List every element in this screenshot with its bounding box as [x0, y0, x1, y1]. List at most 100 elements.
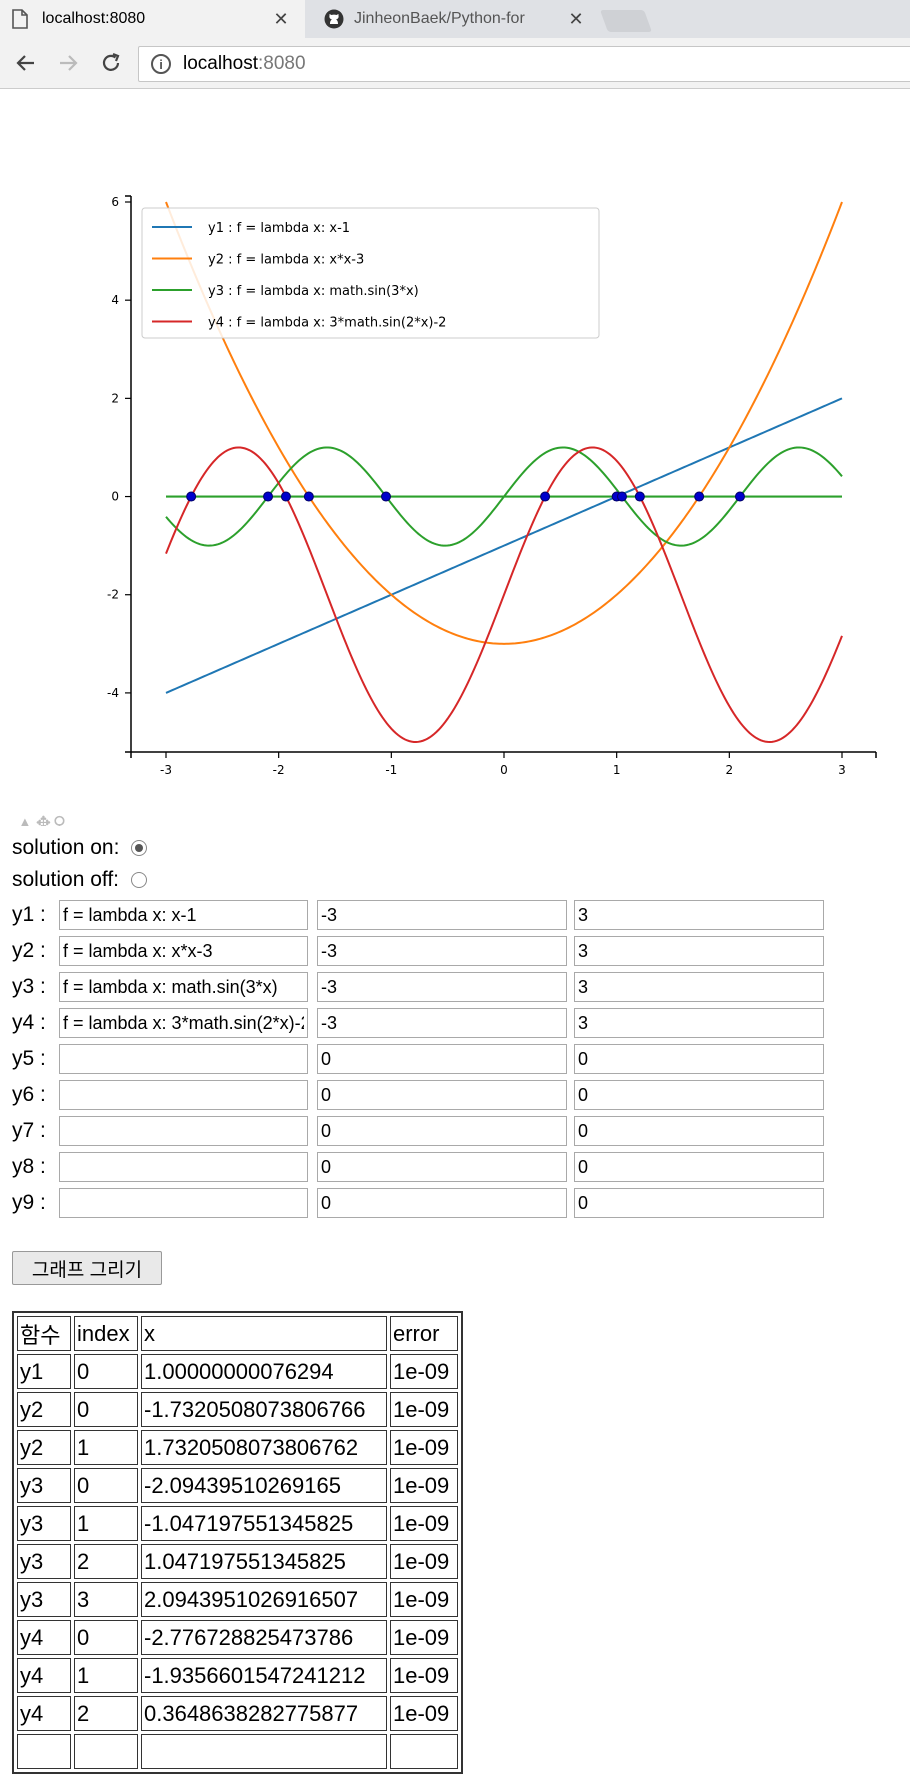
table-cell: -2.09439510269165 [141, 1468, 387, 1503]
address-port: :8080 [258, 53, 306, 74]
function-expression-input[interactable] [59, 972, 308, 1002]
table-cell: 1 [74, 1506, 138, 1541]
function-expression-input[interactable] [59, 1116, 308, 1146]
close-icon[interactable]: ✕ [568, 8, 584, 29]
range-min-input[interactable] [317, 1152, 567, 1182]
range-min-input[interactable] [317, 1008, 567, 1038]
forward-icon[interactable] [54, 48, 84, 78]
github-icon [324, 9, 346, 29]
table-cell: y3 [17, 1468, 71, 1503]
function-expression-input[interactable] [59, 1188, 308, 1218]
legend-box [141, 207, 600, 339]
function-row: y7 : [12, 1115, 824, 1147]
table-cell: 2 [74, 1696, 138, 1731]
range-min-input[interactable] [317, 900, 567, 930]
range-min-input[interactable] [317, 1188, 567, 1218]
back-icon[interactable] [10, 48, 40, 78]
function-label: y5 : [12, 1047, 46, 1070]
table-cell: -2.776728825473786 [141, 1620, 387, 1655]
range-max-input[interactable] [574, 936, 824, 966]
column-header: error [390, 1316, 458, 1351]
range-max-input[interactable] [574, 1044, 824, 1074]
legend-entry: y3 : f = lambda x: math.sin(3*x) [208, 284, 419, 299]
table-cell: 0 [74, 1392, 138, 1427]
table-cell: 1.7320508073806762 [141, 1430, 387, 1465]
close-icon[interactable]: ✕ [273, 8, 289, 29]
range-min-input[interactable] [317, 972, 567, 1002]
solution-point [186, 491, 197, 502]
x-tick-label: 1 [613, 763, 621, 777]
draw-graph-button[interactable]: 그래프 그리기 [12, 1251, 162, 1285]
range-max-input[interactable] [574, 1008, 824, 1038]
table-cell: y2 [17, 1430, 71, 1465]
range-max-input[interactable] [574, 900, 824, 930]
function-expression-input[interactable] [59, 1008, 308, 1038]
series-line [165, 397, 843, 694]
function-label: y6 : [12, 1083, 46, 1106]
address-bar[interactable]: i localhost:8080 [138, 46, 910, 82]
function-expression-input[interactable] [59, 900, 308, 930]
solution-point [616, 491, 627, 502]
y-tick-label: -4 [107, 686, 119, 700]
y-tick-label: -2 [107, 588, 119, 602]
table-cell: 1e-09 [390, 1468, 458, 1503]
solution-on-radio[interactable] [131, 840, 148, 856]
function-row: y6 : [12, 1079, 824, 1111]
legend-entry: y4 : f = lambda x: 3*math.sin(2*x)-2 [208, 316, 446, 331]
table-cell: 1e-09 [390, 1354, 458, 1389]
reload-icon[interactable] [96, 48, 126, 78]
function-label: y1 : [12, 903, 46, 926]
table-cell: 1e-09 [390, 1506, 458, 1541]
solution-point [634, 491, 645, 502]
function-label: y3 : [12, 975, 46, 998]
table-header-row: 함수 index x error [17, 1316, 458, 1351]
table-row: y2 0 -1.7320508073806766 1e-09 [17, 1392, 458, 1427]
info-icon[interactable]: i [151, 54, 171, 74]
address-host: localhost [183, 53, 258, 74]
solution-point [263, 491, 274, 502]
y-tick-label: 4 [111, 293, 119, 307]
range-max-input[interactable] [574, 972, 824, 1002]
table-cell: 0.3648638282775877 [141, 1696, 387, 1731]
function-expression-input[interactable] [59, 936, 308, 966]
table-cell: -1.047197551345825 [141, 1506, 387, 1541]
function-row: y1 : [12, 899, 824, 931]
range-min-input[interactable] [317, 1044, 567, 1074]
series-line [165, 201, 843, 645]
table-cell: 1.00000000076294 [141, 1354, 387, 1389]
range-max-input[interactable] [574, 1152, 824, 1182]
function-row: y2 : [12, 935, 824, 967]
table-row: y1 0 1.00000000076294 1e-09 [17, 1354, 458, 1389]
table-cell: y3 [17, 1582, 71, 1617]
range-max-input[interactable] [574, 1116, 824, 1146]
function-expression-input[interactable] [59, 1044, 308, 1074]
range-max-input[interactable] [574, 1188, 824, 1218]
table-cell: -1.7320508073806766 [141, 1392, 387, 1427]
table-row: y4 1 -1.9356601547241212 1e-09 [17, 1658, 458, 1693]
range-min-input[interactable] [317, 1080, 567, 1110]
function-expression-input[interactable] [59, 1080, 308, 1110]
function-expression-input[interactable] [59, 1152, 308, 1182]
y-tick-label: 0 [111, 490, 119, 504]
range-max-input[interactable] [574, 1080, 824, 1110]
x-tick-label: -3 [160, 763, 172, 777]
solution-off-radio[interactable] [131, 872, 148, 888]
range-min-input[interactable] [317, 936, 567, 966]
solution-point [381, 491, 392, 502]
range-min-input[interactable] [317, 1116, 567, 1146]
new-tab-button[interactable] [599, 10, 653, 32]
tab-localhost[interactable]: localhost:8080 ✕ [0, 0, 305, 38]
table-cell: -1.9356601547241212 [141, 1658, 387, 1693]
table-cell: 1e-09 [390, 1582, 458, 1617]
solution-point [694, 491, 705, 502]
table-cell: y2 [17, 1392, 71, 1427]
tab-github[interactable]: JinheonBaek/Python-for ✕ [312, 0, 602, 38]
y-tick-label: 2 [111, 391, 119, 405]
x-tick-label: 3 [838, 763, 846, 777]
solution-table: 함수 index x error y1 0 1.00000000076294 1e-0… [12, 1311, 463, 1774]
solution-off-label: solution off: [12, 868, 120, 891]
chart-tool-icons[interactable]: ▲✥⚲ [16, 813, 69, 826]
solution-points [186, 491, 745, 502]
function-row: y8 : [12, 1151, 824, 1183]
table-row: y4 0 -2.776728825473786 1e-09 [17, 1620, 458, 1655]
